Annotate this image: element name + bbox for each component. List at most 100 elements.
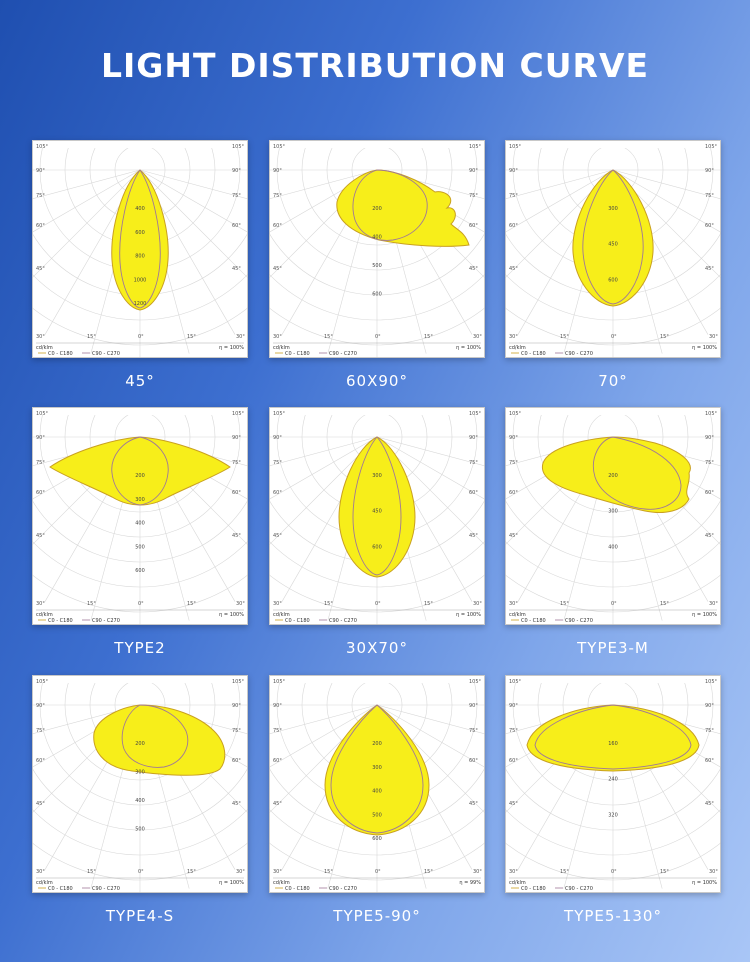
grid-spoke — [612, 169, 721, 200]
angle-label: 15° — [560, 869, 569, 875]
angle-label: 105° — [36, 144, 49, 150]
angle-label: 105° — [232, 679, 245, 685]
angle-label: 90° — [469, 435, 478, 441]
efficiency-label: η = 100% — [219, 345, 244, 351]
polar-diagram: 105° 105° 90° 90° 75° 75° 60° 60° 45° 45° 30° 15° 0°… — [505, 140, 721, 358]
c0-c180-curve — [93, 704, 226, 776]
efficiency-label: η = 100% — [456, 345, 481, 351]
c90-c270-curve — [582, 169, 644, 305]
angle-label: 15° — [560, 334, 569, 340]
angle-label: 105° — [509, 144, 522, 150]
angle-label: 90° — [705, 435, 714, 441]
angle-label: 75° — [273, 460, 282, 466]
light-distribution-chart: 105° 105° 90° 90° 75° 75° 60° 60° 45° 45° 30° 15° 0°… — [269, 407, 485, 625]
angle-label: 90° — [509, 703, 518, 709]
angle-label: 30° — [709, 869, 718, 875]
legend-c0: C0 - C180 — [48, 618, 73, 624]
angle-label: 45° — [705, 801, 714, 807]
unit-label: cd/klm — [36, 612, 53, 618]
angle-label: 105° — [36, 411, 49, 417]
legend-c90: C90 - C270 — [329, 886, 357, 892]
grid-spoke — [505, 169, 614, 233]
intensity-label: 1200 — [134, 301, 147, 307]
angle-label: 90° — [469, 168, 478, 174]
unit-label: cd/klm — [36, 345, 53, 351]
grid-spoke — [376, 704, 485, 768]
angle-label: 45° — [232, 801, 241, 807]
chart-caption: TYPE4-S — [105, 907, 175, 925]
efficiency-label: η = 100% — [692, 880, 717, 886]
angle-label: 105° — [705, 679, 718, 685]
unit-label: cd/klm — [36, 880, 53, 886]
angle-label: 75° — [509, 460, 518, 466]
angle-label: 60° — [509, 490, 518, 496]
intensity-label: 240 — [608, 777, 618, 783]
unit-label: cd/klm — [273, 880, 290, 886]
angle-label: 105° — [509, 411, 522, 417]
chart-caption: TYPE3-M — [577, 639, 649, 657]
intensity-label: 300 — [135, 770, 145, 776]
legend-c0: C0 - C180 — [48, 351, 73, 357]
angle-label: 105° — [509, 679, 522, 685]
intensity-label: 400 — [135, 206, 145, 212]
legend-c90: C90 - C270 — [565, 886, 593, 892]
intensity-label: 200 — [372, 741, 382, 747]
angle-label: 90° — [273, 703, 282, 709]
angle-label: 90° — [273, 168, 282, 174]
intensity-label: 500 — [135, 544, 145, 550]
angle-label: 105° — [469, 411, 482, 417]
angle-label: 90° — [36, 703, 45, 709]
angle-label: 45° — [509, 533, 518, 539]
polar-diagram: 105° 105° 90° 90° 75° 75° 60° 60° 45° 45° 30° 15° 0°… — [32, 407, 248, 625]
legend-c90: C90 - C270 — [92, 618, 120, 624]
chart-caption: TYPE2 — [114, 639, 166, 657]
intensity-label: 160 — [608, 741, 618, 747]
light-distribution-chart: 105° 105° 90° 90° 75° 75° 60° 60° 45° 45° 30° 15° 0°… — [505, 407, 721, 625]
legend-c90: C90 - C270 — [92, 351, 120, 357]
angle-label: 75° — [469, 728, 478, 734]
grid-spoke — [612, 169, 721, 233]
angle-label: 90° — [36, 435, 45, 441]
chart-caption: TYPE5-130° — [564, 907, 662, 925]
angle-label: 30° — [473, 869, 482, 875]
angle-label: 45° — [509, 266, 518, 272]
unit-label: cd/klm — [509, 345, 526, 351]
angle-label: 60° — [509, 758, 518, 764]
angle-label: 0° — [138, 601, 144, 607]
light-distribution-chart: 105° 105° 90° 90° 75° 75° 60° 60° 45° 45° 30° 15° 0°… — [32, 675, 248, 893]
angle-label: 60° — [273, 223, 282, 229]
angle-label: 105° — [232, 144, 245, 150]
intensity-label: 400 — [135, 798, 145, 804]
angle-label: 60° — [469, 490, 478, 496]
c90-c270-curve — [121, 704, 189, 768]
legend-c90: C90 - C270 — [565, 618, 593, 624]
efficiency-label: η = 100% — [692, 612, 717, 618]
angle-label: 30° — [509, 869, 518, 875]
angle-label: 90° — [469, 703, 478, 709]
angle-label: 15° — [324, 601, 333, 607]
angle-label: 45° — [273, 801, 282, 807]
c90-c270-curve — [119, 169, 161, 309]
angle-label: 60° — [469, 223, 478, 229]
legend-c90: C90 - C270 — [329, 351, 357, 357]
angle-label: 75° — [705, 728, 714, 734]
angle-label: 75° — [705, 460, 714, 466]
angle-label: 0° — [138, 334, 144, 340]
grid-spoke — [139, 169, 248, 233]
angle-label: 30° — [273, 601, 282, 607]
angle-label: 105° — [273, 411, 286, 417]
angle-label: 60° — [232, 490, 241, 496]
angle-label: 75° — [273, 193, 282, 199]
angle-label: 30° — [473, 334, 482, 340]
chart-caption: 60X90° — [346, 372, 408, 390]
light-distribution-chart: 105° 105° 90° 90° 75° 75° 60° 60° 45° 45° 30° 15° 0°… — [32, 407, 248, 625]
c90-c270-curve — [352, 169, 428, 241]
c90-c270-curve — [330, 704, 424, 834]
polar-diagram: 105° 105° 90° 90° 75° 75° 60° 60° 45° 45° 30° 15° 0°… — [505, 407, 721, 625]
efficiency-label: η = 100% — [219, 612, 244, 618]
unit-label: cd/klm — [509, 612, 526, 618]
angle-label: 30° — [509, 601, 518, 607]
legend-c90: C90 - C270 — [92, 886, 120, 892]
angle-label: 15° — [87, 869, 96, 875]
polar-diagram: 105° 105° 90° 90° 75° 75° 60° 60° 45° 45° 30° 15° 0°… — [32, 675, 248, 893]
